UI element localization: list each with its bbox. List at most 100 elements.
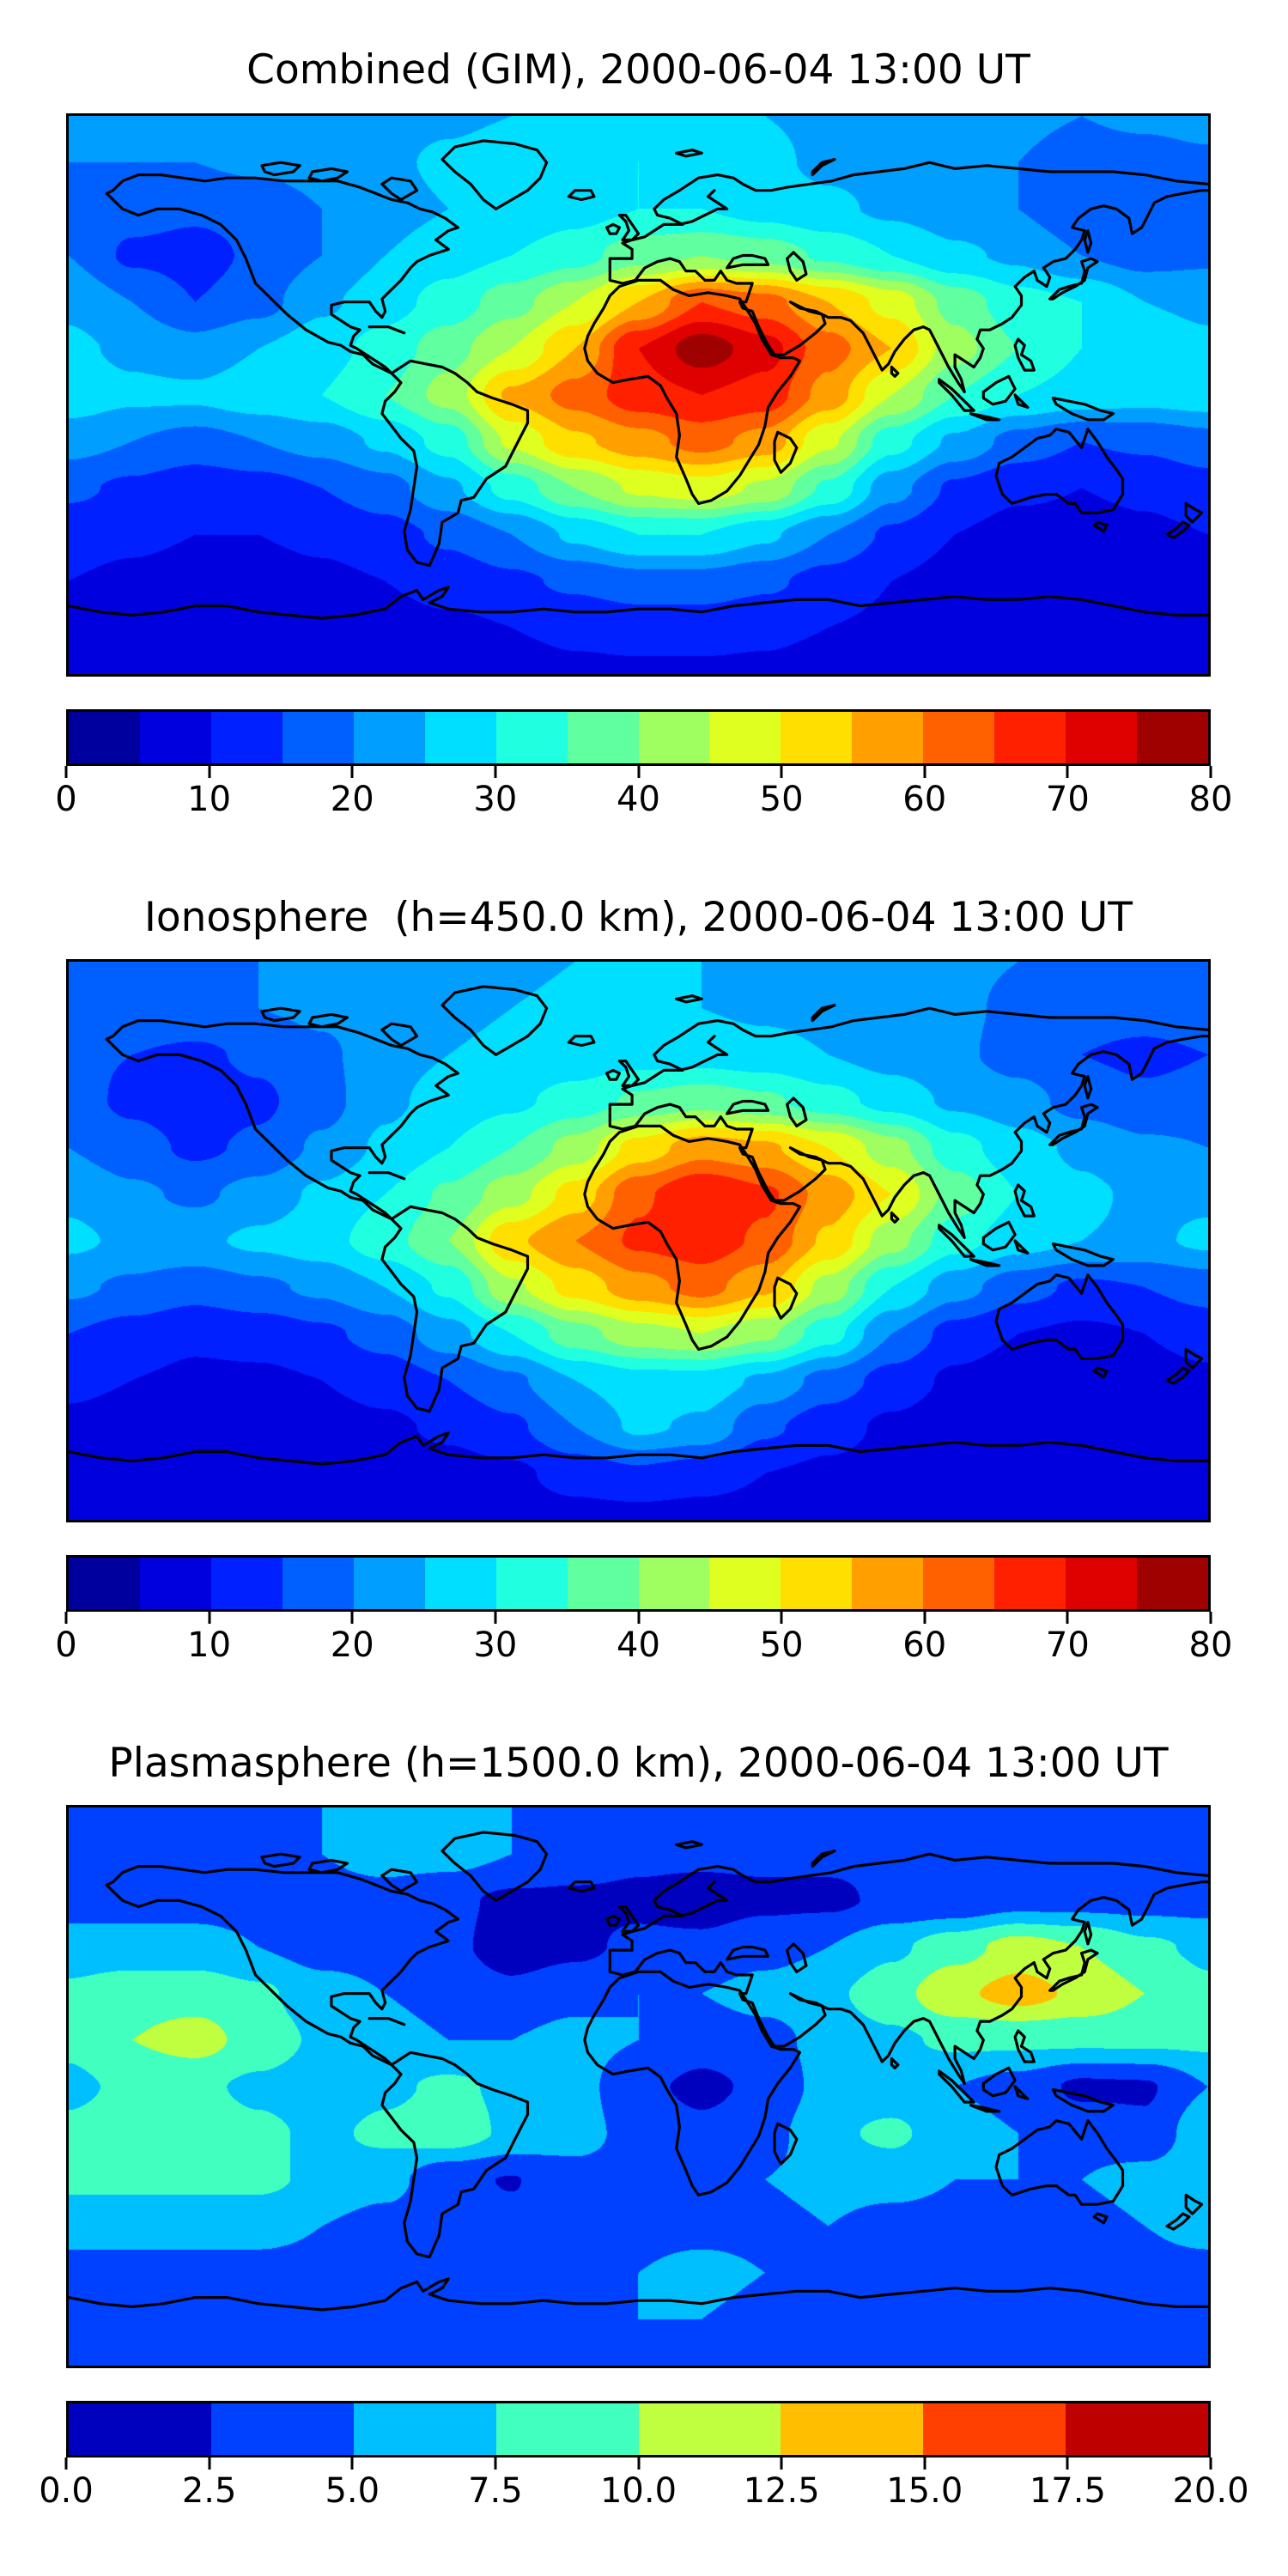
coastline-overlay [69,985,1208,1466]
colorbar-tick-label: 40 [617,780,660,819]
colorbar-tick-label: 0 [55,780,77,819]
coastline-path [69,985,1208,1466]
colorbar-tick [1066,1612,1069,1624]
colorbar-segment [923,1558,995,1609]
colorbar-tick-label: 5.0 [325,2471,380,2511]
colorbar-tick [208,766,211,778]
colorbar-segment [781,712,853,763]
colorbar-segment [638,2403,781,2455]
colorbar-segment [567,1558,639,1609]
colorbar-tick-label: 20 [330,780,374,819]
colorbar-tick-label: 20.0 [1172,2471,1249,2511]
colorbar-tick-label: 17.5 [1029,2471,1106,2511]
colorbar-tick [780,2458,783,2470]
colorbar-segment [424,1558,496,1609]
colorbar-tick-label: 2.5 [181,2471,237,2511]
colorbar-tick-label: 80 [1188,1625,1233,1665]
colorbar-segment [139,1558,211,1609]
colorbar-segment [495,1558,568,1609]
colorbar-tick-label: 10 [187,780,232,819]
colorbar-segment [353,2403,496,2455]
colorbar-segment [709,1558,781,1609]
colorbar-segment [69,1558,140,1609]
coastline-overlay [69,1831,1208,2312]
colorbar-segment [1066,712,1138,763]
colorbar-segment [994,712,1066,763]
colorbar [66,2401,1211,2458]
colorbar-tick-label: 30 [473,780,518,819]
panel-2-map [66,959,1211,1522]
colorbar-segment [210,712,283,763]
colorbar-tick-label: 15.0 [886,2471,963,2511]
colorbar-tick [208,2458,211,2470]
colorbar-segment [1066,1558,1138,1609]
colorbar-tick-label: 10 [187,1625,232,1665]
colorbar-tick [1209,1612,1212,1624]
colorbar-segment [994,1558,1066,1609]
colorbar-tick-label: 0 [55,1625,77,1665]
colorbar-tick-label: 0.0 [39,2471,94,2511]
colorbar-tick-label: 20 [330,1625,374,1665]
colorbar-segment [353,712,425,763]
colorbar-segment [638,712,710,763]
colorbar-segment [282,1558,354,1609]
colorbar-segment [495,712,568,763]
colorbar-tick-label: 50 [759,780,804,819]
colorbar-tick [494,1612,497,1624]
colorbar-segment [567,712,639,763]
colorbar-tick [350,1612,354,1624]
colorbar-tick [637,766,640,778]
colorbar-tick [64,1612,68,1624]
colorbar-tick [1209,766,1212,778]
colorbar-tick-label: 10.0 [599,2471,677,2511]
colorbar-tick-label: 60 [902,780,947,819]
map-canvas [69,962,1208,1520]
coastline-path [69,139,1208,620]
colorbar-tick-label: 12.5 [743,2471,820,2511]
colorbar-tick [923,766,927,778]
colorbar-tick [780,1612,783,1624]
colorbar-segment [923,2403,1066,2455]
colorbar-segment [638,1558,710,1609]
panel-3-map [66,1805,1211,2368]
colorbar-labels: 0 10 20 30 40 50 60 70 80 [55,1625,1232,1668]
colorbar-labels: 0.0 2.5 5.0 7.5 10.0 12.5 15.0 17.5 20.0 [39,2471,1249,2514]
colorbar-tick [780,766,783,778]
colorbar-tick-label: 70 [1045,780,1090,819]
colorbar-segment [210,1558,283,1609]
colorbar-tick [64,2458,68,2470]
colorbar-segment [923,712,995,763]
colorbar-tick [923,1612,927,1624]
panel-1-title: Combined (GIM), 2000-06-04 13:00 UT [246,46,1030,94]
panel-1-map [66,113,1211,677]
colorbar-labels: 0 10 20 30 40 50 60 70 80 [55,780,1232,823]
colorbar-segment [353,1558,425,1609]
map-canvas [69,116,1208,674]
colorbar-tick [64,766,68,778]
colorbar-segment [1137,712,1208,763]
colorbar-ticks [64,766,1212,780]
colorbar-segment [852,712,924,763]
colorbar-segment [781,1558,853,1609]
coastline-overlay [69,139,1208,620]
colorbar-tick-label: 7.5 [468,2471,523,2511]
colorbar-segment [282,712,354,763]
colorbar-tick-label: 70 [1045,1625,1090,1665]
colorbar-tick-label: 60 [902,1625,947,1665]
colorbar-segment [69,712,140,763]
colorbar-tick [637,2458,640,2470]
colorbar-tick [350,766,354,778]
colorbar-ticks [64,2458,1212,2471]
colorbar-tick [494,2458,497,2470]
colorbar [66,709,1211,766]
colorbar-ticks [64,1612,1212,1625]
colorbar-segment [495,2403,639,2455]
colorbar-tick [350,2458,354,2470]
colorbar-tick-label: 40 [617,1625,660,1665]
colorbar-tick [1209,2458,1212,2470]
colorbar-segment [781,2403,924,2455]
colorbar-tick-label: 30 [473,1625,518,1665]
colorbar-tick-label: 80 [1188,780,1233,819]
colorbar-segment [424,712,496,763]
colorbar-segment [1137,1558,1208,1609]
